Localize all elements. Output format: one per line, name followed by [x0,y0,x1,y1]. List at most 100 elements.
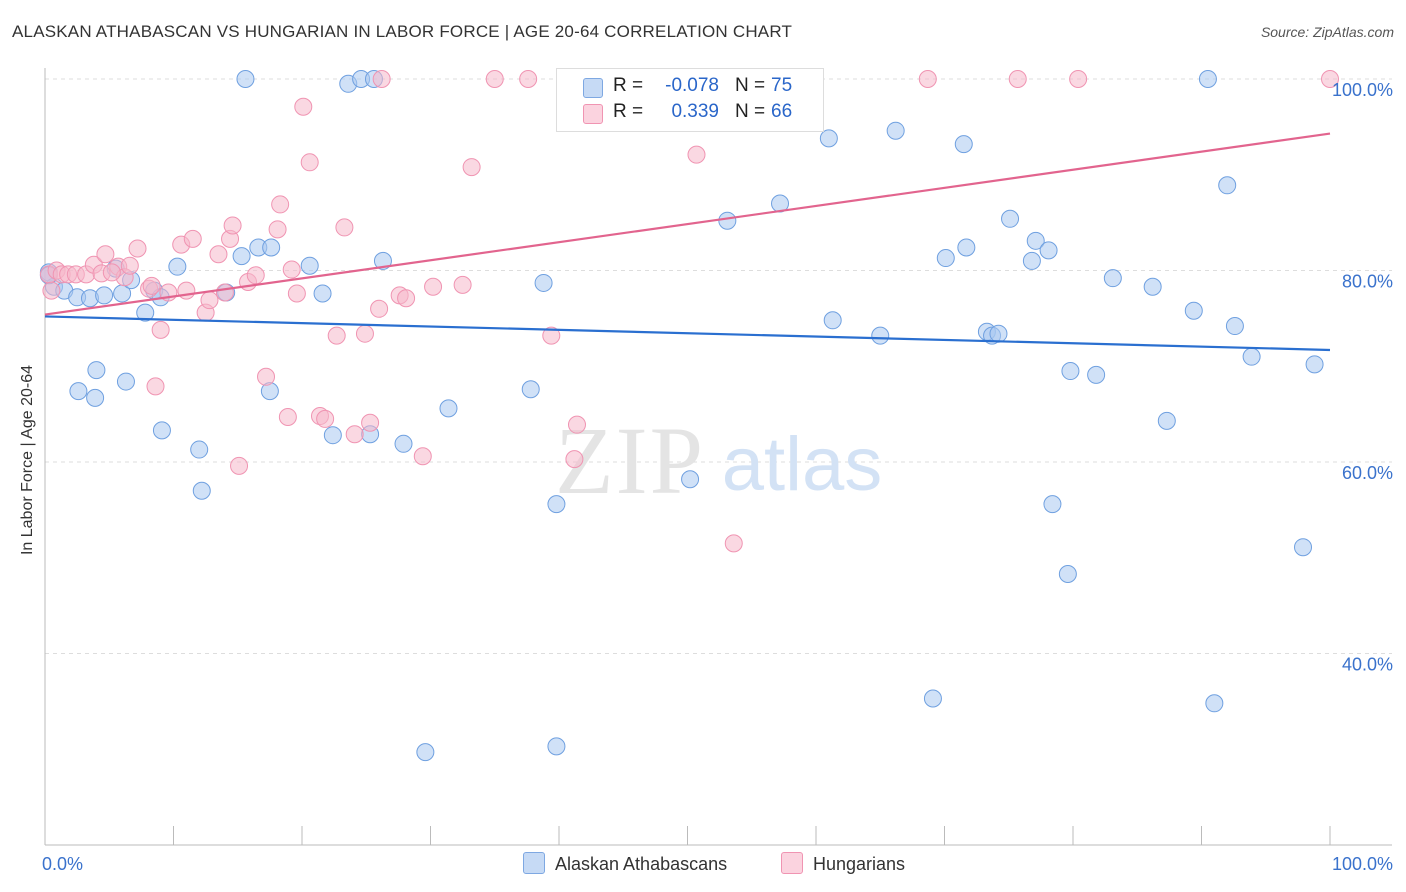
grid-lines [45,78,1392,654]
hungarian-point [567,415,586,434]
hungarian-point [200,291,219,310]
hungarian-point [1321,70,1339,88]
legend-swatch-hungarian [583,104,603,124]
athabascan-point [116,372,135,391]
legend-row-athabascan: R = -0.078 N = 75 [557,75,823,101]
trend-lines [44,132,1331,352]
athabascan-point [1198,70,1217,88]
hungarian-point [294,97,313,116]
athabascan-point [1103,269,1122,288]
correlation-legend: R = -0.078 N = 75 R = 0.339 N = 66 [556,68,824,132]
athabascan-point [192,481,211,500]
y-tick-labels: 40.0% 60.0% 80.0% 100.0% [1332,80,1393,675]
hungarian-point [345,425,364,444]
y-tick-label: 40.0% [1342,655,1393,675]
athabascan-point [323,426,342,445]
athabascan-point [168,257,187,276]
hungarian-trend-line [44,132,1331,316]
legend-swatch-athabascan [583,78,603,98]
chart-title: ALASKAN ATHABASCAN VS HUNGARIAN IN LABOR… [12,22,793,41]
athabascan-point [1225,317,1244,336]
hungarian-point [268,220,287,239]
hungarian-point [485,70,504,88]
bottom-legend-hungarian: Hungarians [781,852,905,875]
bottom-legend-swatch-athabascan [523,852,545,874]
bottom-legend-swatch-hungarian [781,852,803,874]
legend-r-label: R = [613,101,644,122]
hungarian-point [413,447,432,466]
y-tick-label: 80.0% [1342,272,1393,292]
y-tick-label: 100.0% [1332,80,1393,100]
y-tick-label: 60.0% [1342,463,1393,483]
athabascan-point [1184,301,1203,320]
x-tick-label-min: 0.0% [42,854,83,874]
hungarian-point [257,367,276,386]
legend-n-value: 75 [771,75,793,96]
hungarian-point [96,245,115,264]
hungarian-point [128,239,147,258]
hungarian-point [120,256,139,275]
athabascan-point [1022,251,1041,270]
hungarian-point [271,195,290,214]
legend-n-label: N = [735,75,766,96]
hungarian-point [246,266,265,285]
athabascan-point [152,421,171,440]
athabascan-point [954,135,973,154]
athabascan-point [1205,694,1224,713]
athabascan-point [1157,411,1176,430]
hungarian-point [397,289,416,308]
hungarian-point [215,283,234,302]
athabascan-point [957,238,976,257]
athabascan-point [1294,538,1313,557]
athabascan-point [521,380,540,399]
hungarian-point [287,284,306,303]
bottom-legend-label-hungarian: Hungarians [813,854,906,874]
athabascan-point [1043,495,1062,514]
hungarian-point [453,275,472,294]
athabascan-point [416,743,435,762]
hungarian-point [335,218,354,237]
hungarian-point [355,324,374,343]
athabascan-point [86,388,105,407]
athabascan-point [95,286,114,305]
legend-r-label: R = [613,75,644,96]
bottom-legend-label-athabascan: Alaskan Athabascans [555,854,728,874]
hungarian-point [1008,70,1027,88]
hungarian-point [370,299,389,318]
hungarian-point [361,413,380,432]
hungarian-point [462,158,481,177]
athabascan-point [718,211,737,230]
hungarian-point [209,245,228,264]
hungarian-point [687,145,706,164]
hungarian-point [278,407,297,426]
athabascan-point [1218,176,1237,195]
athabascan-point [547,737,566,756]
athabascan-point [439,399,458,418]
bottom-legend-athabascan: Alaskan Athabascans [523,852,727,875]
hungarian-point [519,70,538,88]
athabascan-point [236,70,255,88]
athabascan-point [989,324,1008,343]
athabascan-point [1058,565,1077,584]
hungarian-point [1069,70,1088,88]
hungarian-point [542,326,561,345]
hungarian-point [724,534,743,553]
legend-r-value: 0.339 [671,101,719,122]
athabascan-point [136,303,155,322]
athabascan-point [1001,209,1020,228]
athabascan-point [681,470,700,489]
hungarian-point [183,229,202,248]
athabascan-point [300,256,319,275]
athabascan-point [823,311,842,330]
legend-n-label: N = [735,101,766,122]
athabascan-point [313,284,332,303]
athabascan-point [534,273,553,292]
athabascan-point [1242,347,1261,366]
hungarian-point [223,216,242,235]
athabascan-point [1026,231,1045,250]
hungarian-point [918,70,937,88]
athabascan-point [886,121,905,140]
athabascan-point [1039,241,1058,260]
source-label: Source: ZipAtlas.com [1260,24,1394,40]
hungarian-point [424,277,443,296]
